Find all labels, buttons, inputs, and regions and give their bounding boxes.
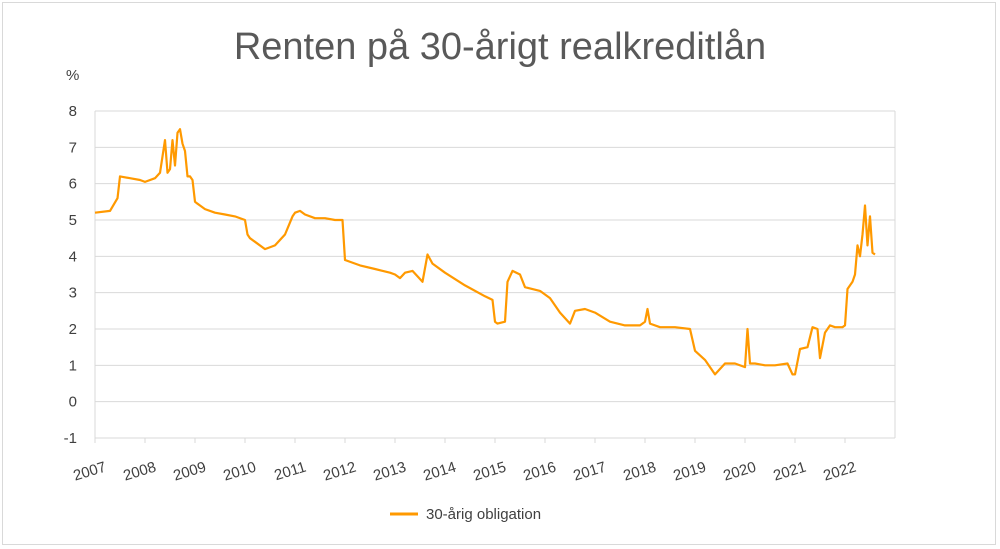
x-tick-label: 2019 [671,459,708,485]
y-tick-label: 2 [69,321,77,338]
legend-label: 30-årig obligation [426,506,541,523]
y-axis-unit-label: % [66,67,79,84]
x-tick-label: 2018 [621,459,658,485]
x-tick-label: 2017 [571,459,608,485]
x-tick-label: 2007 [71,459,108,485]
x-tick-label: 2008 [121,459,158,485]
chart-title: Renten på 30-årigt realkreditlån [233,26,767,68]
x-tick-label: 2015 [471,459,508,485]
x-tick-label: 2022 [821,459,858,485]
x-tick-label: 2009 [171,459,208,485]
x-tick-label: 2020 [721,459,758,485]
y-tick-label: 5 [69,212,77,229]
legend: 30-årig obligation [390,506,541,523]
x-axis-ticks: 2007 2008 2009 2010 2011 2012 2013 2014 2015 2016… [71,438,858,485]
x-tick-label: 2010 [221,459,258,485]
y-tick-label: 8 [69,103,77,120]
x-tick-label: 2021 [771,459,808,485]
y-axis-ticks: -1 0 1 2 3 4 5 6 7 8 [64,103,77,447]
x-tick-label: 2011 [272,459,308,485]
y-tick-label: 4 [69,248,77,265]
gridlines [94,110,896,439]
y-tick-label: -1 [64,430,77,447]
x-tick-label: 2016 [521,459,558,485]
plot-area [94,128,876,376]
x-tick-label: 2014 [421,459,458,485]
x-tick-label: 2012 [321,459,358,485]
series-line-0 [94,128,876,376]
y-tick-label: 1 [69,357,77,374]
x-tick-label: 2013 [371,459,408,485]
y-tick-label: 6 [69,176,77,193]
y-tick-label: 7 [69,139,77,156]
y-tick-label: 0 [69,394,77,411]
y-tick-label: 3 [69,285,77,302]
